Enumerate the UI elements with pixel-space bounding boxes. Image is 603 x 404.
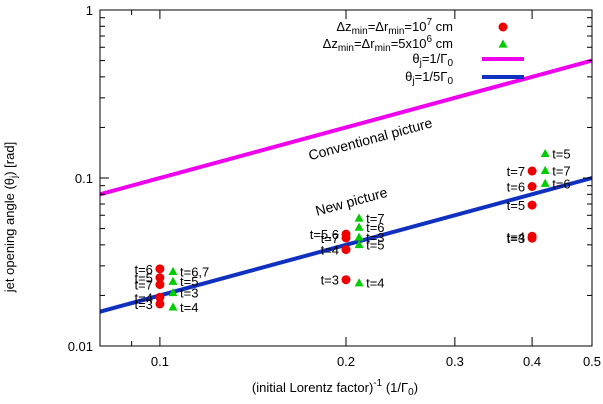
point-label: t=5	[507, 198, 525, 213]
point-label: t=5	[366, 237, 384, 252]
point-label: t=4	[180, 300, 198, 315]
data-point-triangle	[540, 165, 550, 174]
data-point-triangle	[168, 266, 178, 276]
point-label: t=6	[366, 220, 384, 235]
legend-label: Δzmin=Δrmin=107 cm	[336, 17, 453, 37]
legend-swatch-triangle	[498, 39, 508, 48]
data-point-circle	[155, 299, 165, 309]
legend-swatch-circle	[498, 22, 508, 32]
data-point-triangle	[354, 222, 364, 231]
data-point-circle	[527, 182, 537, 192]
legend-label: Δzmin=Δrmin=5x106 cm	[323, 34, 453, 54]
legend-label: θj=1/5Γ0	[405, 69, 453, 87]
series-line-3	[99, 176, 593, 314]
point-label: t=5,6	[310, 227, 339, 242]
legend-label: θj=1/Γ0	[412, 51, 453, 69]
data-point-triangle	[354, 239, 364, 249]
data-point-circle	[341, 245, 351, 255]
y-tick-label: 0.1	[75, 171, 93, 186]
data-point-circle	[527, 233, 537, 243]
x-axis-label: (initial Lorentz factor)-1 (1/Γ0)	[252, 378, 418, 398]
x-tick-label: 0.3	[446, 354, 464, 369]
point-label: t=3	[366, 230, 384, 245]
point-label: t=3	[134, 297, 152, 312]
data-point-triangle	[168, 276, 178, 285]
data-points	[155, 148, 550, 311]
data-point-triangle	[354, 213, 364, 222]
x-tick-label: 0.5	[583, 354, 601, 369]
point-label: t=6	[507, 180, 525, 195]
point-label: t=3	[180, 286, 198, 301]
data-point-circle	[527, 166, 537, 176]
point-labels: t=6t=5t=7t=4t=3t=5,6t=7t=4t=3t=7t=6t=5t=…	[134, 146, 570, 314]
point-label: t=7	[134, 278, 152, 293]
point-label: t=7	[366, 211, 384, 226]
data-point-circle	[155, 292, 165, 302]
point-label: t=3	[321, 273, 339, 288]
series-line-2	[99, 58, 593, 197]
x-tick-label: 0.1	[151, 354, 169, 369]
data-point-triangle	[168, 302, 178, 311]
data-point-circle	[341, 233, 351, 243]
y-tick-label: 0.01	[68, 339, 93, 354]
point-label: t=6,7	[180, 264, 209, 279]
data-point-triangle	[168, 288, 178, 297]
data-point-triangle	[540, 148, 550, 158]
point-label: t=4	[366, 276, 384, 291]
x-tick-label: 0.2	[337, 354, 355, 369]
point-label: t=4	[134, 290, 152, 305]
point-label: t=5	[134, 271, 152, 286]
data-point-triangle	[354, 232, 364, 241]
data-point-triangle	[354, 278, 364, 287]
x-tick-label: 0.4	[523, 354, 541, 369]
point-label: t=6	[552, 176, 570, 191]
data-point-circle	[155, 273, 165, 283]
point-label: t=7	[321, 231, 339, 246]
series-lines	[99, 58, 593, 314]
y-tick-label: 1	[86, 3, 93, 18]
point-label: t=3	[507, 231, 525, 246]
data-point-circle	[527, 200, 537, 210]
data-point-circle	[155, 280, 165, 290]
point-label: t=5	[552, 146, 570, 161]
data-point-triangle	[540, 178, 550, 187]
axes: 0.01 0.1 1 0.1 0.2 0.3 0.4 0.5	[68, 3, 601, 369]
y-axis-label: jet opening angle (θj) [rad]	[2, 142, 20, 293]
data-point-circle	[155, 264, 165, 274]
data-point-circle	[341, 275, 351, 285]
point-label: t=4	[507, 229, 525, 244]
point-label: t=4	[321, 243, 339, 258]
point-label: t=5	[180, 274, 198, 289]
point-label: t=6	[134, 262, 152, 277]
point-label: t=7	[552, 163, 570, 178]
point-label: t=7	[507, 164, 525, 179]
